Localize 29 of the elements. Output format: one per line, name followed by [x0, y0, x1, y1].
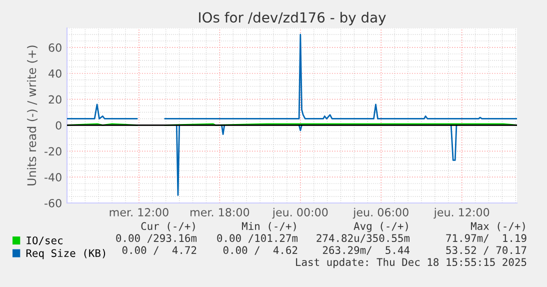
text: 53.52 / 70.17: [446, 246, 526, 255]
text: 71.97m/ 1.19: [446, 234, 526, 243]
x-tick-label: mer. 18:00: [190, 208, 250, 216]
legend-label: IO/sec: [26, 236, 62, 246]
y-tick-label: -20: [44, 147, 62, 156]
text: 263.29m/ 5.44: [322, 246, 410, 255]
y-tick-label: -60: [44, 198, 62, 208]
text: Max (-/+): [470, 222, 525, 232]
text: 0.00 /293.16m: [116, 234, 197, 243]
text: Avg (-/+): [354, 222, 408, 232]
text: 0.00 /101.27m: [217, 234, 298, 243]
x-tick-label: jeu. 12:00: [434, 208, 490, 219]
x-tick-label: jeu. 06:00: [352, 208, 408, 219]
text: 0.00 / 4.72: [122, 246, 196, 255]
y-axis-title: Units read (-) / write (+): [27, 46, 38, 186]
y-tick-label: 60: [48, 43, 62, 52]
y-tick-label: 0: [56, 121, 62, 130]
text: Cur (-/+): [141, 222, 195, 232]
text: Min (-/+): [242, 222, 296, 232]
y-tick-label: -40: [44, 173, 62, 182]
x-tick-label: jeu. 00:00: [272, 208, 328, 219]
chart-title: IOs for /dev/zd176 - by day: [199, 12, 386, 26]
y-tick-label: 20: [48, 95, 62, 104]
y-tick-label: 40: [48, 69, 62, 78]
text: 0.00 / 4.62: [223, 246, 298, 255]
x-tick-label: mer. 12:00: [110, 208, 168, 216]
legend-label: Req Size (KB): [26, 249, 106, 260]
text: Last update: Thu Dec 18 15:55:15 2025: [296, 258, 526, 268]
text: 274.82u/350.55m: [316, 234, 410, 243]
